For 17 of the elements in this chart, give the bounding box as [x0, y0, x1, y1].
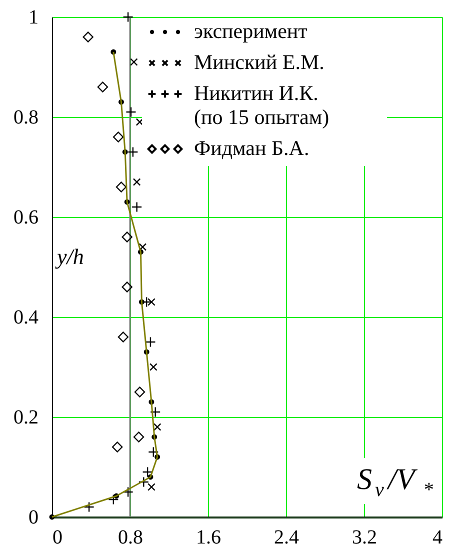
legend-label: Никитин И.К. (по 15 опытам): [194, 81, 330, 129]
x-tick-label: 2.4: [274, 526, 299, 548]
y-tick-label: 1: [28, 6, 38, 28]
legend-label: Минский Е.М.: [194, 50, 324, 74]
x-tick-label: 1.6: [196, 526, 221, 548]
x-tick-label: 0.8: [118, 526, 143, 548]
y-tick-label: 0.2: [14, 406, 38, 428]
y-tick-label: 0.8: [14, 106, 38, 128]
legend-label: Фидман Б.А.: [194, 136, 310, 160]
y-axis-title: y/h: [55, 244, 84, 269]
x-tick-label: 0: [52, 526, 62, 548]
y-tick-label: 0.6: [14, 206, 38, 228]
x-tick-label: 4: [432, 526, 442, 548]
y-tick-label: 0.4: [14, 306, 38, 328]
y-tick-label: 0: [28, 506, 38, 528]
x-tick-label: 3.2: [352, 526, 377, 548]
legend-label: эксперимент: [194, 19, 308, 43]
